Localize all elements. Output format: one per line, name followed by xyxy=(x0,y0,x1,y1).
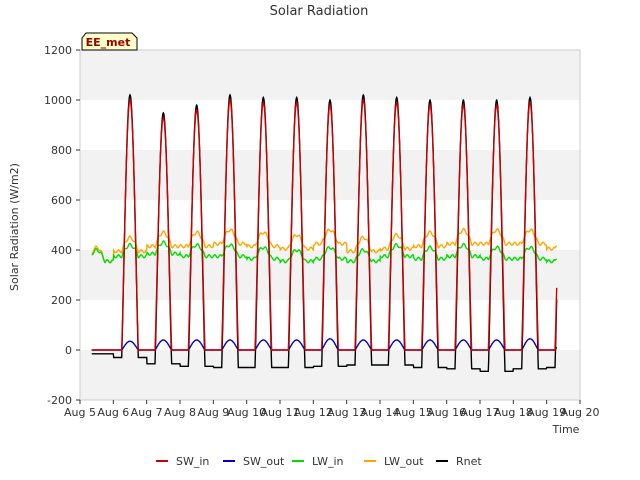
x-tick-label: Aug 15 xyxy=(394,406,433,419)
x-tick-label: Aug 10 xyxy=(227,406,266,419)
x-tick-label: Aug 5 xyxy=(64,406,96,419)
chart-title: Solar Radiation xyxy=(270,4,369,19)
x-tick-label: Aug 6 xyxy=(97,406,129,419)
site-badge-label: EE_met xyxy=(86,36,131,49)
legend-label: Rnet xyxy=(456,455,482,468)
y-tick-label: 1200 xyxy=(44,44,72,57)
x-tick-label: Aug 11 xyxy=(261,406,300,419)
x-tick-label: Aug 19 xyxy=(527,406,566,419)
y-tick-label: 0 xyxy=(65,344,72,357)
x-tick-label: Aug 17 xyxy=(461,406,500,419)
x-tick-label: Aug 18 xyxy=(494,406,533,419)
x-tick-label: Aug 8 xyxy=(164,406,196,419)
legend: SW_in SW_out LW_in LW_out Rnet xyxy=(156,455,482,468)
legend-label: LW_out xyxy=(384,455,424,468)
y-axis: -200 0 200 400 600 800 1000 1200 xyxy=(44,44,80,407)
grid-band xyxy=(80,50,580,100)
legend-label: SW_out xyxy=(243,455,285,468)
series-line-sw-in xyxy=(91,98,558,351)
x-tick-label: Aug 20 xyxy=(561,406,600,419)
y-tick-label: -200 xyxy=(47,394,72,407)
x-tick-label: Aug 12 xyxy=(294,406,333,419)
grid-band xyxy=(80,350,580,400)
site-badge: EE_met xyxy=(81,32,138,51)
site-badge-box xyxy=(81,32,138,51)
y-tick-label: 800 xyxy=(51,144,72,157)
legend-label: LW_in xyxy=(312,455,344,468)
y-tick-label: 200 xyxy=(51,294,72,307)
x-tick-label: Aug 9 xyxy=(197,406,229,419)
x-tick-label: Aug 7 xyxy=(131,406,163,419)
plot-frame xyxy=(79,49,581,401)
grid-bands xyxy=(80,50,580,400)
y-tick-label: 400 xyxy=(51,244,72,257)
grid-band xyxy=(80,250,580,300)
x-tick-label: Aug 13 xyxy=(327,406,366,419)
series-layer xyxy=(91,93,558,372)
grid-band xyxy=(80,150,580,200)
legend-label: SW_in xyxy=(176,455,209,468)
x-tick-label: Aug 14 xyxy=(361,406,400,419)
x-tick-label: Aug 16 xyxy=(427,406,466,419)
y-tick-label: 1000 xyxy=(44,94,72,107)
x-axis-label: Time xyxy=(552,423,580,436)
y-axis-label: Solar Radiation (W/m2) xyxy=(8,163,21,291)
y-tick-label: 600 xyxy=(51,194,72,207)
